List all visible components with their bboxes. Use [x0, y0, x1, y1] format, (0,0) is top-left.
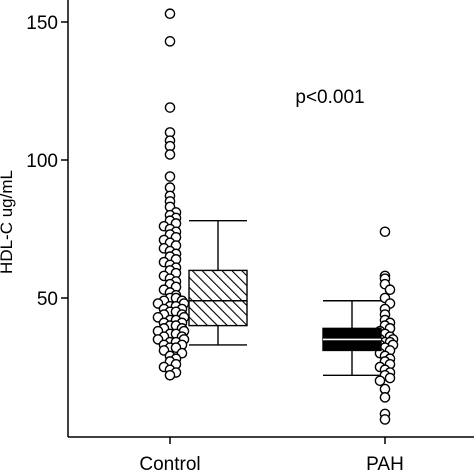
data-point	[164, 8, 176, 20]
data-points	[152, 8, 399, 425]
interquartile-box	[188, 269, 248, 327]
y-tick-label: 100	[26, 151, 58, 172]
x-tick-label-control: Control	[139, 454, 200, 474]
axes	[67, 0, 474, 438]
x-tick-label-pah: PAH	[366, 454, 404, 474]
y-axis-title: HDL-C ug/mL	[0, 170, 16, 274]
data-point	[384, 372, 396, 384]
data-point	[164, 102, 176, 113]
data-point	[379, 414, 391, 425]
data-point	[164, 171, 176, 182]
p-value-annotation: p<0.001	[295, 87, 364, 108]
axis-ticks: 50 100 150 Control PAH	[26, 13, 404, 474]
data-point	[164, 369, 176, 381]
data-point	[164, 36, 176, 47]
data-point	[379, 226, 391, 238]
data-point	[384, 284, 396, 296]
box-control	[188, 220, 248, 346]
data-point	[374, 375, 386, 387]
data-point	[379, 392, 391, 403]
y-tick-label: 150	[26, 13, 58, 34]
y-tick-label: 50	[37, 289, 58, 310]
data-point	[164, 149, 176, 160]
box-plots	[188, 220, 382, 376]
box-pah	[322, 300, 382, 376]
